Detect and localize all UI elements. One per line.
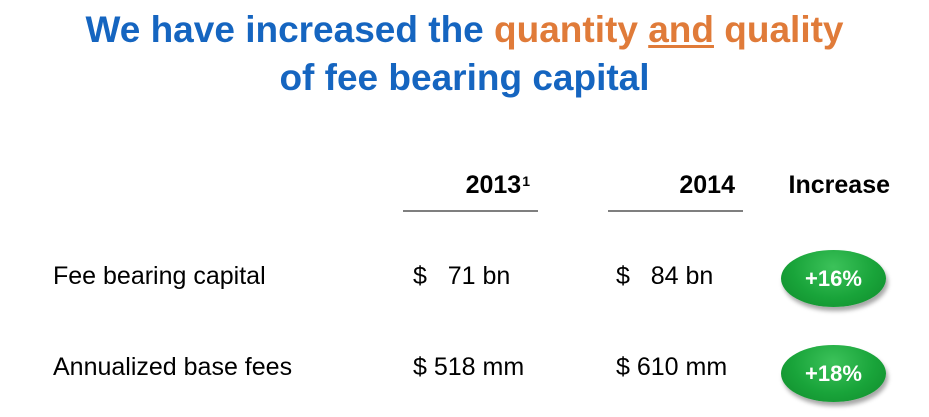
increase-badge: +18%: [781, 345, 886, 402]
title-line1: We have increased the quantity and quali…: [85, 9, 843, 50]
cell-2014-fee-bearing-capital: $ 84 bn: [616, 262, 714, 290]
cell-2014-annualized-base-fees: $ 610 mm: [616, 353, 728, 381]
column-header-2014: 2014: [679, 171, 735, 199]
page-title: We have increased the quantity and quali…: [0, 6, 929, 102]
column-header-increase: Increase: [788, 171, 890, 199]
row-label-annualized-base-fees: Annualized base fees: [53, 353, 293, 381]
cell-2013-fee-bearing-capital: $ 71 bn: [413, 262, 511, 290]
header-divider-2013: [403, 210, 538, 212]
footnote-marker: 1: [522, 173, 530, 189]
title-line2: of fee bearing capital: [279, 57, 650, 98]
column-header-2013: 20131: [403, 170, 530, 200]
header-divider-2014: [608, 210, 743, 212]
increase-badge: +16%: [781, 250, 886, 307]
title-accent-quality: quality: [713, 9, 844, 50]
title-text: We have increased the: [85, 9, 495, 50]
column-header-2013-text: 2013: [465, 171, 522, 199]
row-label-fee-bearing-capital: Fee bearing capital: [53, 262, 266, 290]
title-accent-and: and: [648, 9, 714, 50]
title-accent-quantity: quantity: [494, 9, 649, 50]
cell-2013-annualized-base-fees: $ 518 mm: [413, 353, 525, 381]
